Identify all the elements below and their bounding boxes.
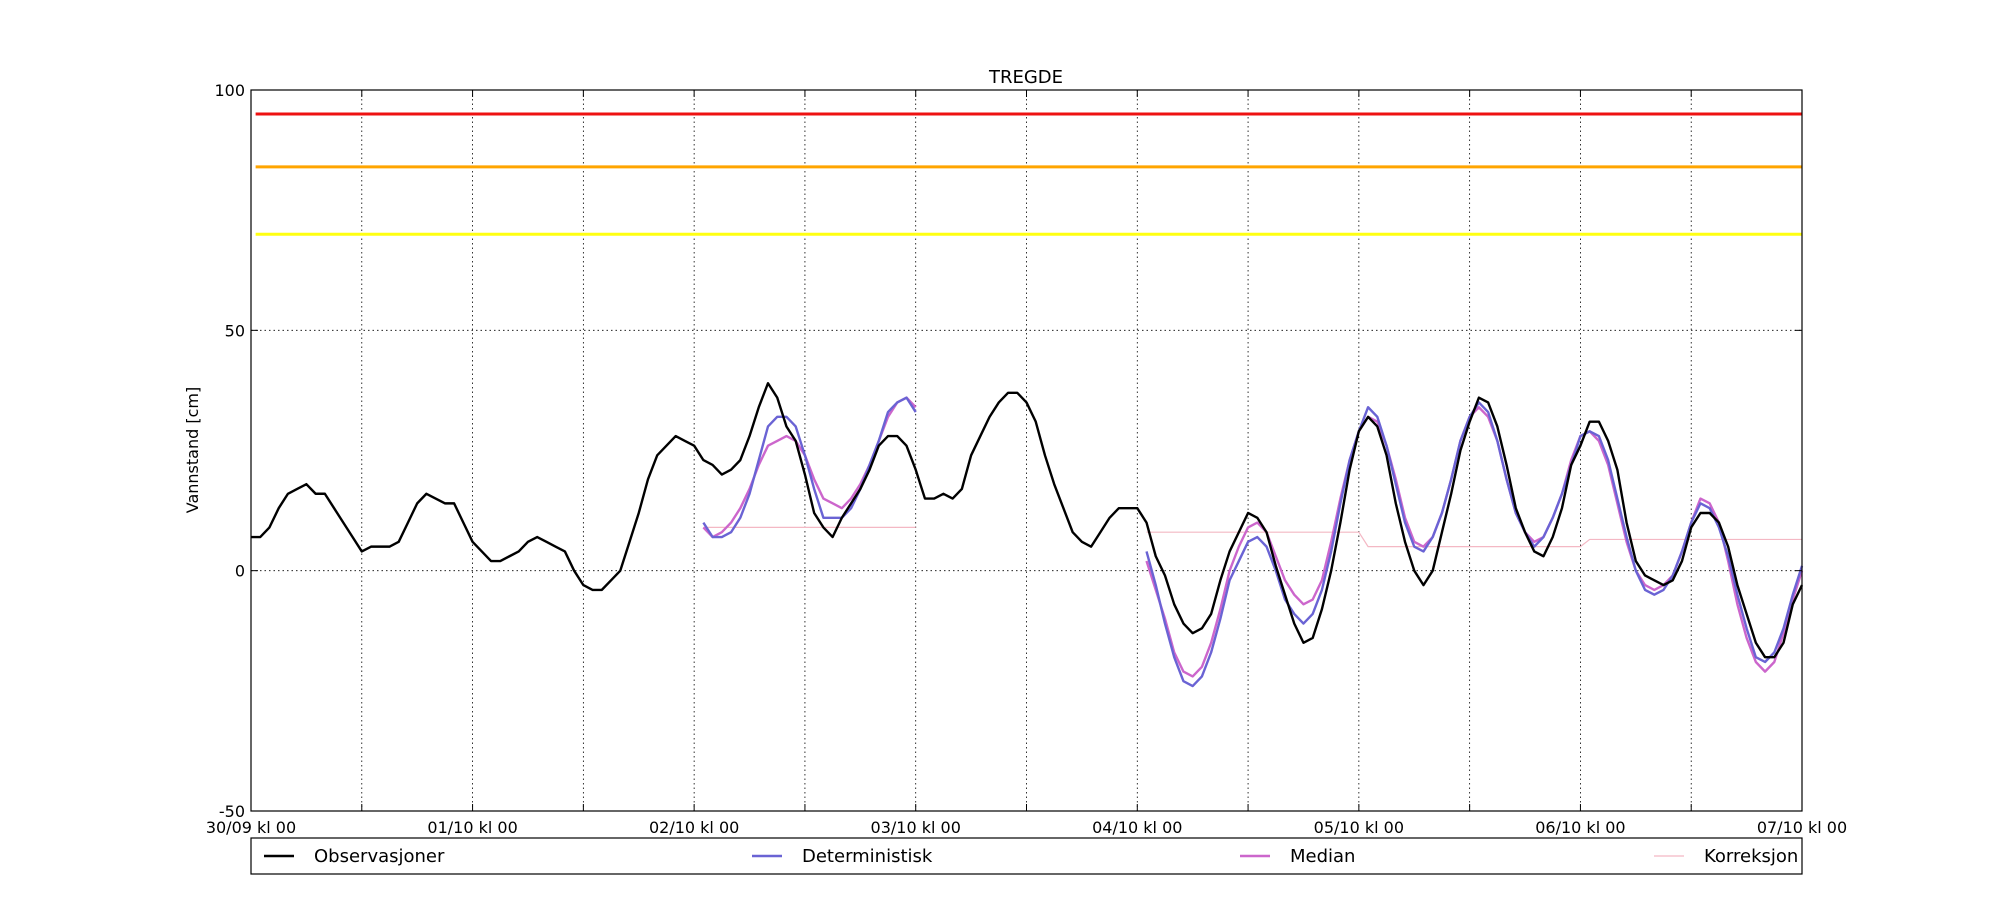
legend-label-observasjoner: Observasjoner xyxy=(314,846,445,867)
legend-label-median: Median xyxy=(1290,846,1355,867)
x-tick-label: 06/10 kl 00 xyxy=(1535,818,1625,837)
series-line-median xyxy=(702,396,917,539)
legend-frame xyxy=(250,837,1803,875)
y-tick-label: 100 xyxy=(214,81,245,100)
x-tick-label: 01/10 kl 00 xyxy=(427,818,517,837)
y-axis-label: Vannstand [cm] xyxy=(183,387,202,513)
series-line-deterministisk xyxy=(702,396,917,539)
series-lines xyxy=(251,382,1804,688)
legend: Observasjoner Deterministisk Median Korreks… xyxy=(264,846,1798,867)
grid xyxy=(251,90,1802,811)
series-line-deterministisk xyxy=(1145,401,1804,688)
x-tick-label: 04/10 kl 00 xyxy=(1092,818,1182,837)
x-tick-label: 30/09 kl 00 xyxy=(206,818,296,837)
threshold-lines xyxy=(255,112,1802,236)
x-tick-label: 02/10 kl 00 xyxy=(649,818,739,837)
chart-title: TREGDE xyxy=(988,67,1063,88)
series-line-observasjoner xyxy=(251,382,1804,659)
y-tick-label: 50 xyxy=(225,321,245,340)
y-tick-label: 0 xyxy=(235,562,245,581)
legend-label-deterministisk: Deterministisk xyxy=(802,846,933,867)
series-line-median xyxy=(1145,406,1804,678)
x-tick-label: 05/10 kl 00 xyxy=(1314,818,1404,837)
legend-label-korreksjon: Korreksjon xyxy=(1704,846,1798,867)
x-tick-label: 03/10 kl 00 xyxy=(871,818,961,837)
axis-ticks: 30/09 kl 00 01/10 kl 00 02/10 kl 00 03/10 k… xyxy=(206,81,1847,837)
x-tick-label: 07/10 kl 00 xyxy=(1757,818,1847,837)
y-tick-label: -50 xyxy=(219,802,245,821)
